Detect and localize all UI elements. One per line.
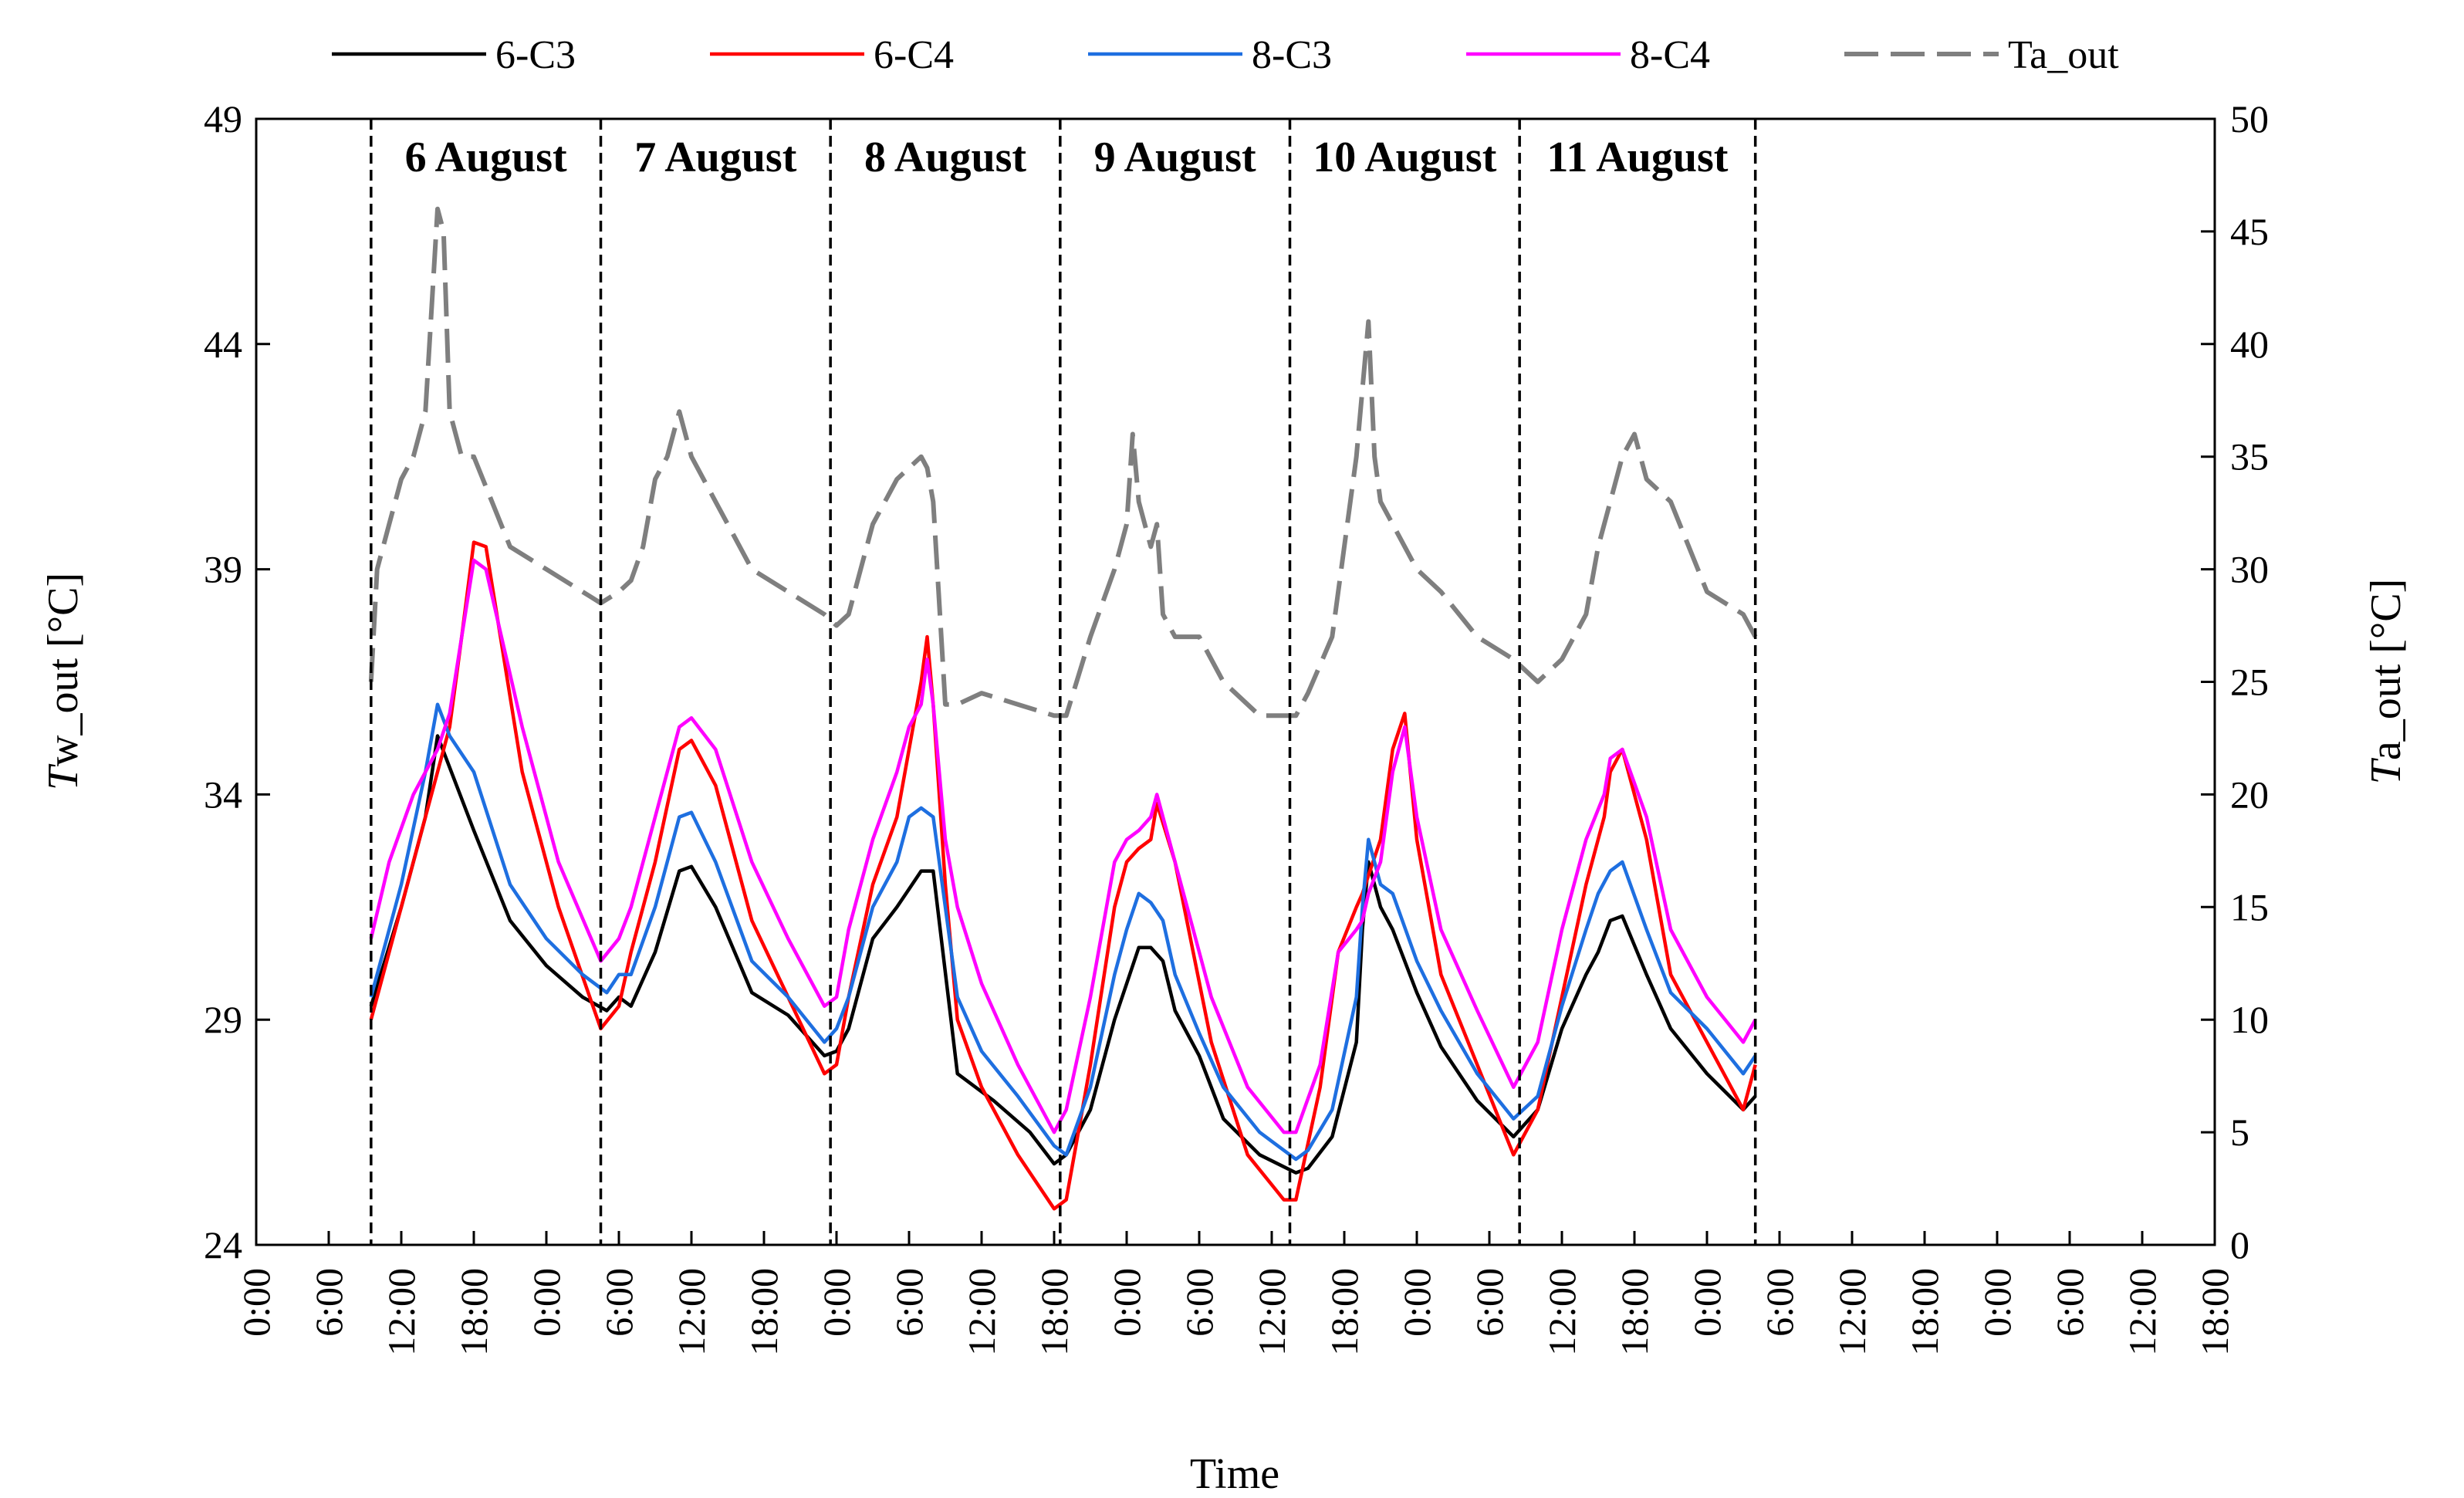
x-tick-label: 0:00 (1685, 1268, 1729, 1337)
right-tick-label: 20 (2230, 773, 2269, 816)
left-axis-ticks: 24 29 34 39 44 49 (204, 97, 270, 1266)
x-tick-label: 0:00 (1395, 1268, 1438, 1337)
series-lines (368, 206, 1758, 1211)
series-line-6-c4 (369, 540, 1757, 1211)
series-line-8-c3 (369, 702, 1757, 1162)
day-label: 9 August (1094, 134, 1256, 181)
day-label: 11 August (1546, 134, 1728, 181)
x-tick-label: 0:00 (1976, 1268, 2019, 1337)
x-tick-label: 6:00 (1758, 1268, 1801, 1337)
x-tick-label: 12:00 (2121, 1268, 2164, 1356)
x-tick-label: 6:00 (307, 1268, 350, 1337)
x-tick-label: 0:00 (525, 1268, 568, 1337)
right-tick-label: 50 (2230, 97, 2269, 140)
right-tick-label: 15 (2230, 885, 2269, 928)
right-tick-label: 40 (2230, 323, 2269, 366)
legend-label: 8-C3 (1252, 33, 1332, 77)
left-tick-label: 34 (204, 773, 242, 816)
legend-label: 6-C4 (874, 33, 954, 77)
right-tick-label: 45 (2230, 210, 2269, 253)
right-tick-label: 10 (2230, 998, 2269, 1041)
x-tick-label: 12:00 (960, 1268, 1003, 1356)
x-tick-label: 6:00 (887, 1268, 931, 1337)
x-tick-label: 18:00 (1033, 1268, 1076, 1356)
right-axis-ticks: 0 5 10 15 20 25 30 35 40 45 50 (2201, 97, 2269, 1266)
left-tick-label: 44 (204, 323, 242, 366)
x-tick-label: 18:00 (742, 1268, 786, 1356)
right-tick-label: 0 (2230, 1223, 2249, 1266)
x-tick-label: 18:00 (1903, 1268, 1946, 1356)
left-tick-label: 29 (204, 998, 242, 1041)
series-line-8-c4 (369, 558, 1757, 1134)
x-tick-label: 12:00 (1830, 1268, 1874, 1356)
x-tick-label: 0:00 (1105, 1268, 1148, 1337)
legend-label: 6-C3 (495, 33, 576, 77)
x-tick-label: 0:00 (235, 1268, 278, 1337)
x-tick-label: 6:00 (1178, 1268, 1221, 1337)
x-axis-title: Time (1190, 1450, 1279, 1498)
x-tick-label: 12:00 (1540, 1268, 1584, 1356)
right-tick-label: 5 (2230, 1111, 2249, 1154)
day-dividers (370, 119, 1757, 1245)
x-tick-label: 12:00 (1250, 1268, 1293, 1356)
x-tick-label: 0:00 (815, 1268, 858, 1337)
y-left-axis-title: Tw_out [°C] (39, 573, 87, 790)
day-labels: 6 August 7 August 8 August 9 August 10 Augus… (405, 134, 1729, 181)
day-label: 8 August (864, 134, 1026, 181)
x-axis-ticks: 0:00 6:00 12:00 18:00 0:00 6:00 12:00 18:00 0:00… (235, 1231, 2236, 1356)
left-tick-label: 49 (204, 97, 242, 140)
left-tick-label: 24 (204, 1223, 242, 1266)
right-tick-label: 25 (2230, 661, 2269, 704)
legend-label: 8-C4 (1630, 33, 1710, 77)
x-tick-label: 12:00 (380, 1268, 423, 1356)
series-line-6-c3 (369, 734, 1757, 1175)
right-tick-label: 30 (2230, 548, 2269, 591)
day-label: 10 August (1313, 134, 1496, 181)
x-tick-label: 12:00 (670, 1268, 713, 1356)
x-tick-label: 6:00 (2048, 1268, 2091, 1337)
x-tick-label: 18:00 (2193, 1268, 2236, 1356)
series-line-ta-out (368, 206, 1758, 719)
x-tick-label: 6:00 (1468, 1268, 1511, 1337)
x-tick-label: 18:00 (452, 1268, 495, 1356)
legend-label: Ta_out (2008, 33, 2119, 77)
x-tick-label: 18:00 (1613, 1268, 1656, 1356)
left-tick-label: 39 (204, 548, 242, 591)
day-label: 6 August (405, 134, 567, 181)
x-tick-label: 6:00 (597, 1268, 641, 1337)
x-tick-label: 18:00 (1323, 1268, 1366, 1356)
right-tick-label: 35 (2230, 435, 2269, 478)
y-right-axis-title: Ta_out [°C] (2362, 579, 2410, 785)
legend: 6-C3 6-C4 8-C3 8-C4 Ta_out (332, 33, 2119, 77)
day-label: 7 August (634, 134, 796, 181)
